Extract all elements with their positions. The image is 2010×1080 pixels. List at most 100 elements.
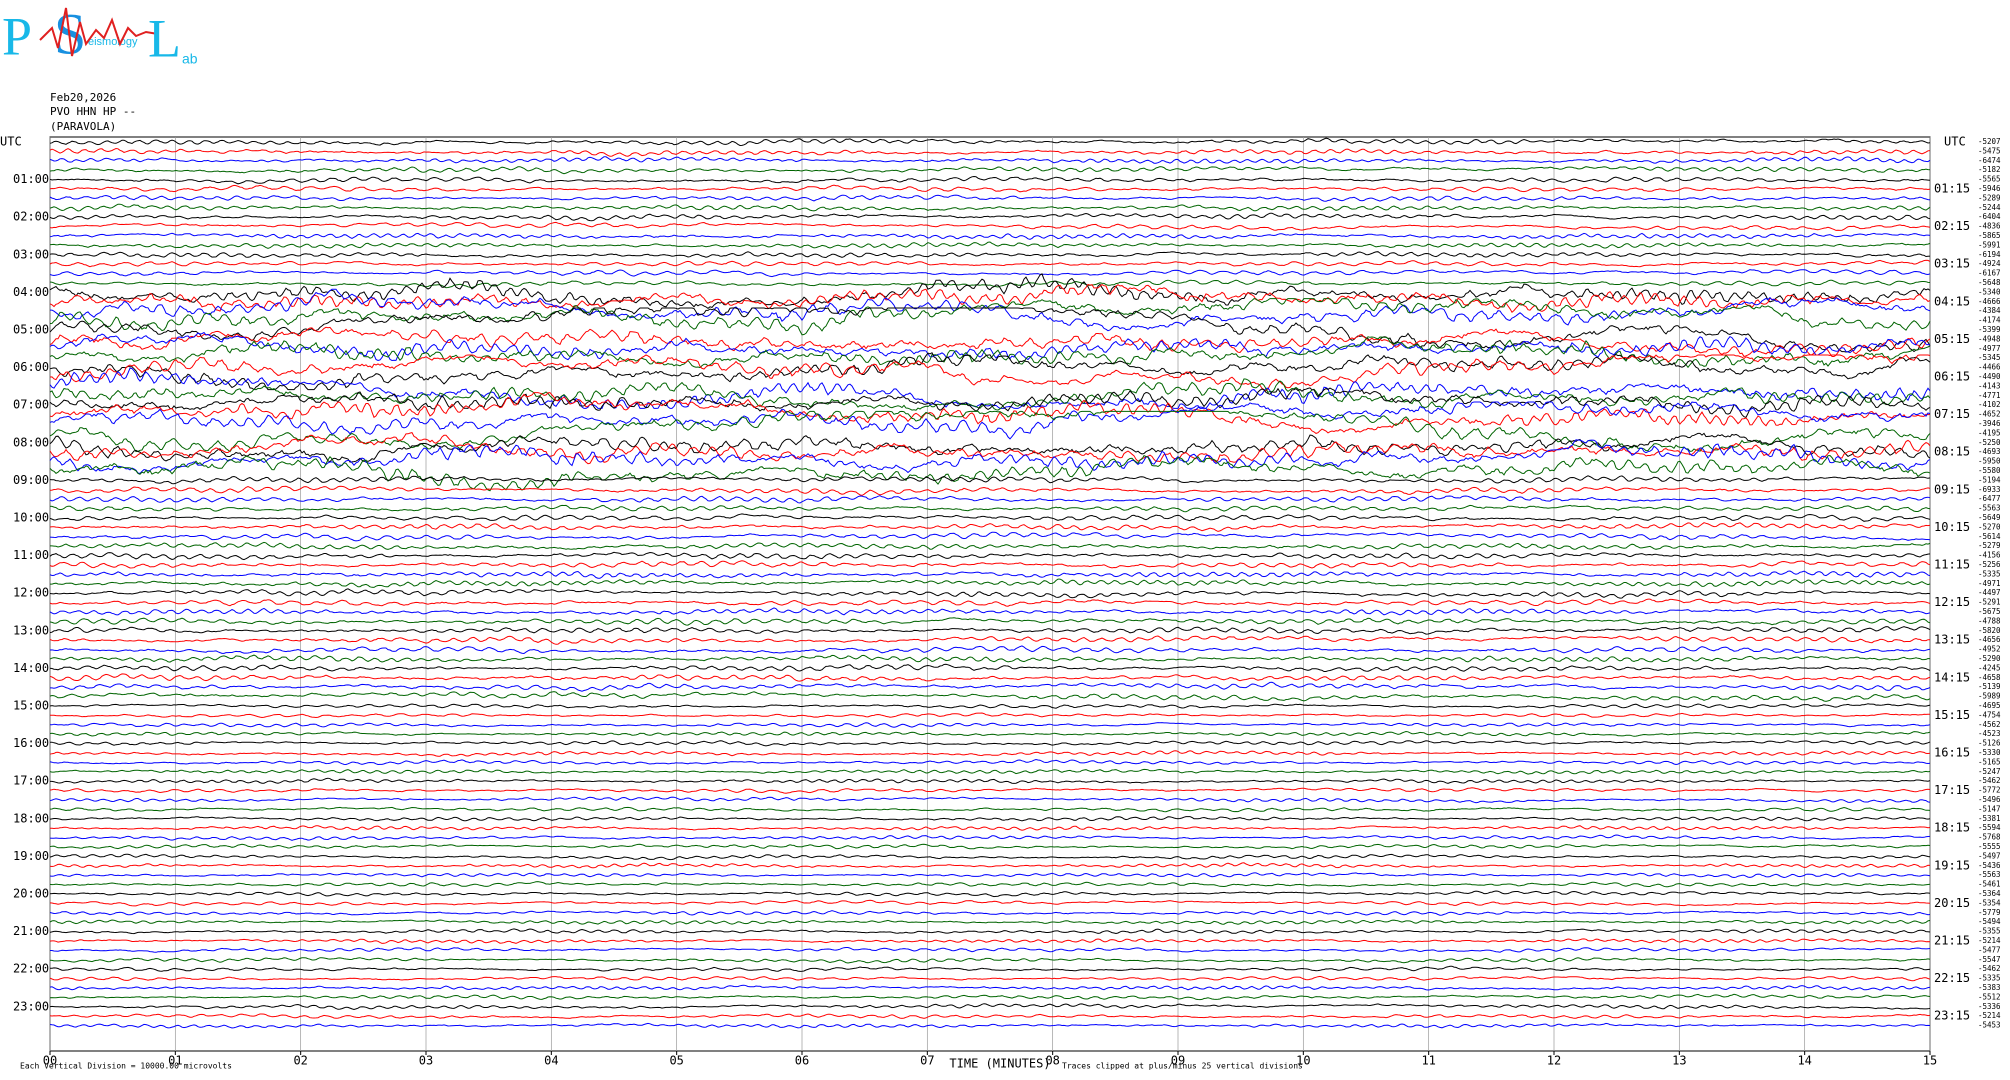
x-axis-label: TIME (MINUTES) — [949, 1057, 1050, 1071]
trace — [49, 454, 1931, 492]
hour-label: 20:00 — [13, 887, 49, 901]
offset-label: -5565 — [1978, 175, 2001, 184]
trace — [50, 681, 1931, 692]
trace — [49, 626, 1931, 635]
site: (PARAVOLA) — [50, 120, 116, 133]
offset-label: -3946 — [1978, 419, 2001, 428]
trace — [49, 175, 1931, 185]
trace — [49, 928, 1931, 935]
hour-label: 13:15 — [1934, 633, 1970, 647]
offset-label: -4754 — [1978, 710, 2001, 719]
hour-label: 23:00 — [13, 999, 49, 1013]
offset-label: -5383 — [1978, 983, 2001, 992]
offset-label: -5256 — [1978, 560, 2001, 569]
trace — [49, 212, 1931, 222]
offset-label: -4195 — [1978, 428, 2001, 437]
offset-label: -4245 — [1978, 663, 2001, 672]
hour-label: 16:00 — [13, 736, 49, 750]
hour-label: 15:15 — [1934, 708, 1970, 722]
offset-label: -4102 — [1978, 400, 2001, 409]
trace — [50, 722, 1931, 728]
offset-label: -5207 — [1978, 137, 2001, 146]
trace — [50, 288, 1931, 332]
offset-label: -5462 — [1978, 776, 2001, 785]
hour-label: 11:15 — [1934, 558, 1970, 572]
trace — [49, 673, 1931, 682]
offset-label: -4971 — [1978, 579, 2001, 588]
offset-label: -5461 — [1978, 880, 2001, 889]
trace — [49, 326, 1931, 358]
trace — [49, 758, 1931, 766]
offset-label: -5555 — [1978, 842, 2001, 851]
trace — [49, 938, 1931, 944]
x-tick-label: 05 — [669, 1054, 683, 1068]
trace — [49, 522, 1931, 532]
offset-label: -5991 — [1978, 240, 2001, 249]
offset-label: -4924 — [1978, 259, 2001, 268]
offset-label: -4666 — [1978, 297, 2001, 306]
offset-label: -5270 — [1978, 522, 2001, 531]
clip-note: Traces clipped at plus/minus 25 vertical… — [1062, 1062, 1303, 1071]
trace — [49, 984, 1931, 991]
offset-label: -5139 — [1978, 682, 2001, 691]
trace — [49, 298, 1931, 336]
trace — [49, 816, 1931, 822]
offset-label: -4523 — [1978, 729, 2001, 738]
offset-label: -6194 — [1978, 250, 2001, 259]
offset-label: -5946 — [1978, 184, 2001, 193]
trace — [49, 203, 1931, 212]
trace — [49, 251, 1931, 259]
trace — [49, 654, 1931, 663]
trace — [49, 352, 1931, 391]
trace — [49, 387, 1931, 419]
offset-label: -4693 — [1978, 447, 2001, 456]
trace — [49, 147, 1931, 157]
hour-label: 16:15 — [1934, 746, 1970, 760]
hour-label: 04:00 — [13, 285, 49, 299]
hour-label: 01:00 — [13, 172, 49, 186]
logo-word: eismology — [88, 36, 138, 48]
trace — [49, 872, 1931, 879]
hour-label: 07:15 — [1934, 407, 1970, 421]
logo-word: ab — [182, 51, 198, 67]
tz-left: UTC — [0, 135, 22, 149]
trace — [49, 504, 1931, 513]
offset-label: -5147 — [1978, 804, 2001, 813]
trace — [49, 485, 1931, 496]
offset-label: -4656 — [1978, 635, 2001, 644]
trace — [49, 768, 1931, 775]
offset-label: -5214 — [1978, 936, 2001, 945]
trace — [49, 156, 1931, 164]
offset-label: -4143 — [1978, 381, 2001, 390]
trace — [49, 495, 1931, 504]
trace — [49, 273, 1931, 310]
offset-label: -5649 — [1978, 513, 2001, 522]
offset-label: -4384 — [1978, 306, 2001, 315]
trace — [49, 279, 1931, 289]
trace — [49, 730, 1931, 737]
hour-label: 13:00 — [13, 623, 49, 637]
x-tick-label: 11 — [1421, 1054, 1435, 1068]
hour-label: 15:00 — [13, 699, 49, 713]
hour-label: 14:15 — [1934, 670, 1970, 684]
trace — [49, 598, 1931, 607]
trace — [49, 259, 1931, 268]
trace — [49, 607, 1931, 616]
x-tick-label: 04 — [544, 1054, 558, 1068]
trace — [49, 378, 1931, 411]
hour-label: 12:15 — [1934, 595, 1970, 609]
hour-label: 12:00 — [13, 586, 49, 600]
hour-label: 02:00 — [13, 210, 49, 224]
offset-label: -5290 — [1978, 654, 2001, 663]
trace — [49, 806, 1931, 813]
x-tick-label: 09 — [1171, 1054, 1185, 1068]
offset-label: -5289 — [1978, 193, 2001, 202]
offset-label: -5497 — [1978, 851, 2001, 860]
x-tick-label: 14 — [1797, 1054, 1811, 1068]
offset-label: -5563 — [1978, 504, 2001, 513]
date: Feb20,2026 — [50, 91, 116, 104]
offset-label: -5768 — [1978, 833, 2001, 842]
hour-label: 19:15 — [1934, 858, 1970, 872]
offset-label: -5399 — [1978, 325, 2001, 334]
